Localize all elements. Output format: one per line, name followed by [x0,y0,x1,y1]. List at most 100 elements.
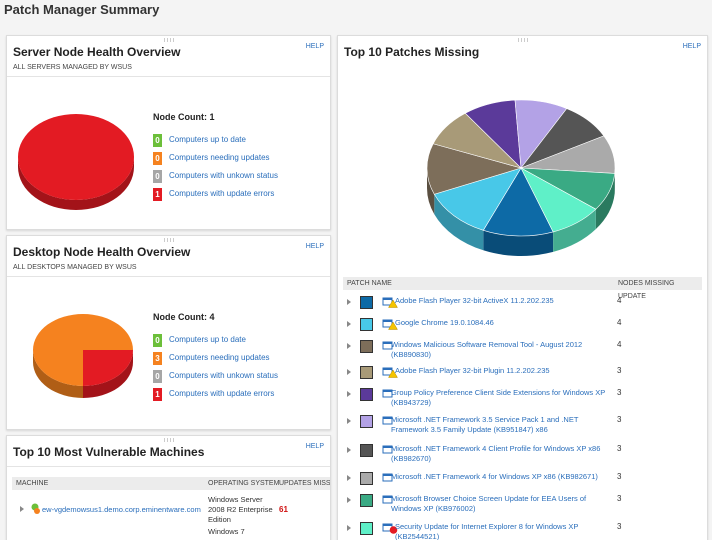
nodes-missing: 4 [617,318,622,327]
nodes-missing: 3 [617,494,622,503]
status-count: 1 [153,188,162,201]
expand-arrow[interactable] [347,475,351,481]
patch-color [360,415,373,428]
panel-title: Top 10 Patches Missing [344,45,480,59]
table-row: Microsoft Browser Choice Screen Update f… [343,492,702,514]
patch-name[interactable]: Microsoft .NET Framework 3.5 Service Pac… [391,415,579,434]
patch-color [360,522,373,535]
os-name: Windows Server 2008 R2 Enterprise Editio… [208,495,273,524]
patch-color [360,366,373,379]
patch-icon-wrap [382,493,398,511]
patch-name[interactable]: Group Policy Preference Client Side Exte… [391,388,606,407]
status-count: 0 [153,370,162,383]
patch-icon-wrap [382,521,398,539]
status-link[interactable]: Computers needing updates [169,353,270,362]
table-row: Windows Malicious Software Removal Tool … [343,338,702,360]
patch-icon [382,445,393,454]
expand-arrow[interactable] [347,299,351,305]
nodes-missing: 4 [617,340,622,349]
status-link[interactable]: Computers with unkown status [169,371,278,380]
patch-name[interactable]: Google Chrome 19.0.1084.46 [395,318,494,327]
node-count: Node Count: 4 [153,312,215,322]
table-row: ew-vgdemowsus1.demo.corp.eminentware.com… [12,494,330,524]
status-link[interactable]: Computers with unkown status [169,171,278,180]
patch-name[interactable]: Security Update for Internet Explorer 8 … [395,522,579,540]
expand-arrow[interactable] [347,321,351,327]
column-header: OPERATING SYSTEM [208,480,280,487]
patch-icon [382,416,393,425]
node-count-value: 1 [209,112,215,122]
column-header: NODES MISSING UPDATE [618,280,675,300]
patch-icon [382,523,398,534]
table-header: PATCH NAME NODES MISSING UPDATE [343,277,702,300]
expand-arrow[interactable] [20,506,24,512]
patch-name[interactable]: Adobe Flash Player 32-bit ActiveX 11.2.2… [395,296,554,305]
patch-color [360,388,373,401]
patch-icon-wrap [382,443,398,461]
column-header: UPDATES MISSIN [279,480,330,487]
patch-icon [382,495,393,504]
nodes-missing: 3 [617,444,622,453]
machine-icon [30,502,40,520]
panel-title: Top 10 Most Vulnerable Machines [13,445,205,459]
patch-icon [382,297,398,308]
expand-arrow[interactable] [347,391,351,397]
panel-subtitle: ALL DESKTOPS MANAGED BY WSUS [13,264,137,271]
table-row: Microsoft .NET Framework 3.5 Service Pac… [343,413,702,435]
nodes-missing: 3 [617,388,622,397]
machine-name[interactable]: ew-vgdemowsus1.demo.corp.eminentware.com [42,505,201,514]
status-count: 1 [153,388,162,401]
patch-icon [382,319,398,330]
panel-title: Desktop Node Health Overview [13,245,191,259]
patch-icon-wrap [382,317,398,335]
expand-arrow[interactable] [347,369,351,375]
page-title: Patch Manager Summary [4,2,160,17]
help-link[interactable]: HELP [305,243,324,250]
patch-color [360,318,373,331]
patch-icon [382,367,398,378]
status-link[interactable]: Computers needing updates [169,153,270,162]
column-header: PATCH NAME [347,280,392,287]
status-link[interactable]: Computers up to date [169,335,246,344]
status-link[interactable]: Computers with update errors [169,189,275,198]
expand-arrow[interactable] [347,447,351,453]
patch-icon [382,341,393,350]
patch-color [360,472,373,485]
table-row: Security Update for Internet Explorer 8 … [343,520,702,540]
status-count: 0 [153,134,162,147]
patch-color [360,340,373,353]
expand-arrow[interactable] [347,343,351,349]
updates-missing: 61 [279,505,288,514]
table-row: Google Chrome 19.0.1084.46 4 [343,316,702,338]
table-row: Microsoft .NET Framework 4 Client Profil… [343,442,702,464]
patch-name[interactable]: Microsoft .NET Framework 4 Client Profil… [391,444,601,463]
expand-arrow[interactable] [347,497,351,503]
column-header: MACHINE [16,480,49,487]
node-count-label: Node Count: [153,112,207,122]
server-panel: Server Node Health Overview ALL SERVERS … [6,35,331,230]
status-count: 0 [153,170,162,183]
table-row: Group Policy Preference Client Side Exte… [343,386,702,408]
patch-color [360,444,373,457]
patch-name[interactable]: Adobe Flash Player 32-bit Plugin 11.2.20… [395,366,550,375]
patches-panel: Top 10 Patches Missing HELP PATCH NAME NO… [337,35,708,540]
help-link[interactable]: HELP [682,43,701,50]
help-link[interactable]: HELP [305,43,324,50]
patch-icon-wrap [382,471,398,489]
nodes-missing: 4 [617,296,622,305]
patch-name[interactable]: Windows Malicious Software Removal Tool … [391,340,583,359]
help-link[interactable]: HELP [305,443,324,450]
patch-name[interactable]: Microsoft Browser Choice Screen Update f… [391,494,587,513]
nodes-missing: 3 [617,415,622,424]
machine-status-icon [31,503,40,514]
patch-name[interactable]: Microsoft .NET Framework 4 for Windows X… [391,472,598,481]
expand-arrow[interactable] [347,525,351,531]
table-row: Adobe Flash Player 32-bit ActiveX 11.2.2… [343,294,702,316]
patch-icon-wrap [382,387,398,405]
patch-icon-wrap [382,414,398,432]
vulnerable-panel: Top 10 Most Vulnerable Machines HELP MAC… [6,435,331,540]
status-link[interactable]: Computers with update errors [169,389,275,398]
status-link[interactable]: Computers up to date [169,135,246,144]
expand-arrow[interactable] [347,418,351,424]
